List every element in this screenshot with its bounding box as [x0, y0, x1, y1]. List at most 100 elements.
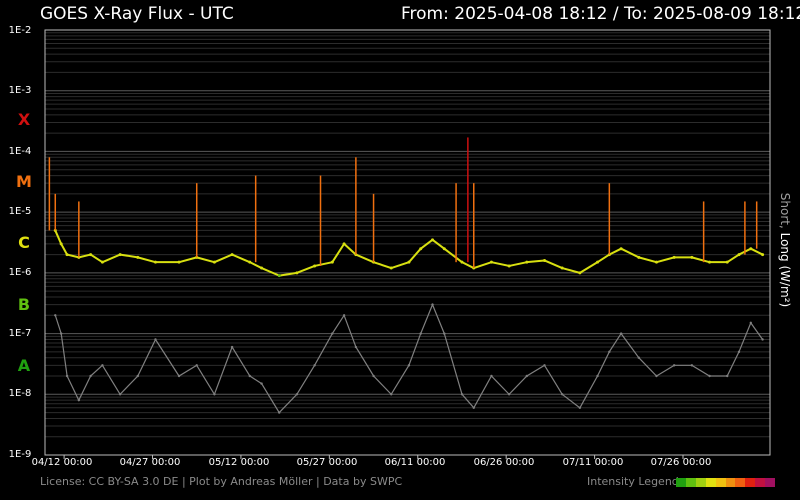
long-series-segment	[608, 247, 622, 256]
chart-title: GOES X-Ray Flux - UTC	[40, 4, 234, 24]
long-series-segment	[390, 261, 410, 269]
short-data-point	[136, 374, 139, 378]
short-data-point	[230, 345, 234, 349]
short-data-point	[331, 332, 334, 335]
long-series-segment	[214, 253, 233, 264]
short-data-point	[354, 345, 358, 349]
short-data-point	[419, 332, 422, 335]
x-tick-label: 05/27 00:00	[296, 457, 358, 468]
short-flux-series	[54, 303, 764, 414]
flare-class-m: M	[16, 172, 32, 191]
long-series-segment	[420, 239, 434, 250]
long-data-point	[672, 255, 676, 259]
short-data-point	[472, 406, 475, 409]
long-data-point	[542, 258, 546, 262]
long-series-segment	[579, 261, 599, 274]
long-series-segment	[296, 265, 315, 274]
long-data-point	[654, 260, 658, 264]
long-data-point	[690, 255, 694, 259]
long-series-segment	[638, 256, 657, 264]
short-data-point	[655, 374, 658, 378]
flare-class-c: C	[18, 233, 30, 252]
flare-class-b: B	[17, 295, 31, 314]
legend-swatch	[735, 478, 746, 487]
y-tick-label: 1E-8	[8, 388, 32, 399]
long-data-point	[59, 242, 63, 246]
long-series-segment	[261, 267, 280, 277]
long-data-point	[330, 260, 334, 264]
y-tick-label: 1E-7	[8, 328, 32, 339]
short-data-point	[431, 303, 434, 306]
short-data-point	[89, 374, 92, 378]
y-tick-label: 1E-9	[8, 449, 32, 460]
y-axis-title: Short, Long (W/m²)	[778, 193, 792, 307]
short-data-point	[690, 364, 694, 367]
x-tick-label: 06/11 00:00	[384, 457, 446, 468]
flare-peaks	[48, 137, 758, 269]
long-series-segment	[137, 256, 156, 264]
x-tick-label: 04/27 00:00	[119, 457, 181, 468]
short-series-line	[54, 303, 764, 414]
date-range: From: 2025-04-08 18:12 / To: 2025-08-09 …	[401, 4, 800, 24]
legend-swatch	[715, 478, 726, 487]
short-data-point	[213, 393, 216, 396]
long-data-point	[230, 253, 234, 257]
short-data-point	[118, 393, 122, 396]
flare-class-a: A	[17, 356, 31, 375]
y-tick-label: 1E-5	[8, 206, 32, 217]
legend-swatch	[676, 478, 686, 487]
long-data-point	[313, 264, 317, 268]
long-series-segment	[726, 253, 740, 264]
short-data-point	[543, 364, 546, 367]
short-data-point	[443, 332, 446, 335]
license-text: License: CC BY-SA 3.0 DE | Plot by Andre…	[40, 475, 403, 488]
long-data-point	[460, 260, 464, 264]
long-series-segment	[331, 243, 345, 263]
long-series-segment	[508, 261, 528, 267]
y-axis-title-short: Short,	[778, 192, 792, 229]
long-series-segment	[461, 261, 475, 269]
long-data-point	[295, 271, 299, 275]
short-data-point	[407, 364, 411, 367]
plot-frame	[44, 29, 771, 456]
short-data-point	[260, 382, 263, 385]
short-data-point	[278, 411, 281, 414]
long-data-point	[761, 253, 765, 257]
short-data-point	[460, 393, 464, 396]
short-data-point	[560, 393, 564, 396]
long-series-segment	[355, 253, 374, 264]
short-data-point	[154, 338, 157, 341]
long-data-point	[89, 253, 93, 257]
long-data-point	[342, 242, 346, 246]
y-tick-label: 1E-6	[8, 267, 32, 278]
long-data-point	[489, 260, 493, 264]
short-data-point	[342, 314, 346, 317]
x-tick-label: 07/26 00:00	[650, 457, 712, 468]
long-series-segment	[66, 253, 80, 259]
legend-swatch	[695, 478, 706, 487]
long-data-point	[507, 264, 511, 268]
long-series-segment	[231, 253, 251, 264]
x-tick-label: 04/12 00:00	[31, 457, 93, 468]
long-data-point	[212, 260, 216, 264]
long-data-point	[407, 260, 411, 264]
x-tick-label: 06/26 00:00	[473, 457, 535, 468]
long-data-point	[725, 260, 729, 264]
legend-swatch	[745, 478, 756, 487]
legend-swatch	[725, 478, 736, 487]
long-data-point	[578, 271, 582, 275]
flare-class-x: X	[17, 110, 31, 129]
long-data-point	[389, 266, 393, 270]
short-data-point	[65, 374, 69, 378]
long-series-segment	[620, 247, 640, 259]
short-data-point	[490, 374, 493, 378]
long-series-segment	[373, 261, 392, 269]
long-data-point	[737, 253, 741, 257]
long-data-point	[442, 247, 446, 251]
short-data-point	[637, 356, 641, 359]
long-data-point	[100, 260, 104, 264]
short-data-point	[578, 406, 582, 409]
long-series-segment	[249, 261, 263, 269]
short-data-point	[195, 364, 198, 367]
